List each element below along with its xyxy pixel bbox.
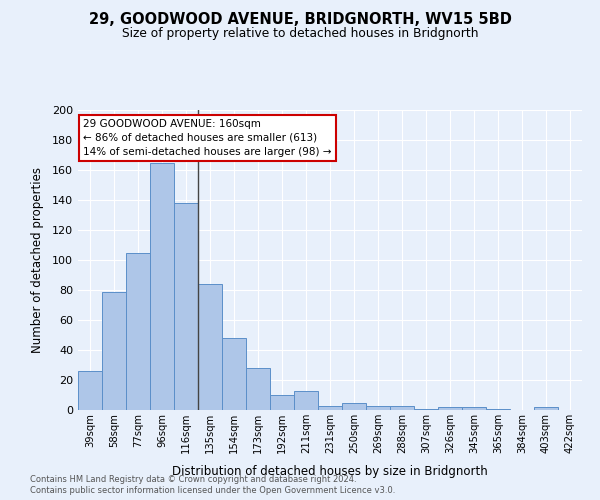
Text: 29, GOODWOOD AVENUE, BRIDGNORTH, WV15 5BD: 29, GOODWOOD AVENUE, BRIDGNORTH, WV15 5B… [89, 12, 511, 28]
Text: Contains public sector information licensed under the Open Government Licence v3: Contains public sector information licen… [30, 486, 395, 495]
Text: 29 GOODWOOD AVENUE: 160sqm
← 86% of detached houses are smaller (613)
14% of sem: 29 GOODWOOD AVENUE: 160sqm ← 86% of deta… [83, 119, 332, 157]
Bar [534, 407, 558, 410]
Bar [174, 203, 198, 410]
Bar [294, 390, 318, 410]
Bar [414, 408, 438, 410]
Bar [126, 252, 150, 410]
Bar [438, 407, 462, 410]
Bar [318, 406, 342, 410]
Bar [342, 402, 366, 410]
Bar [366, 406, 390, 410]
Bar [102, 292, 126, 410]
Text: Size of property relative to detached houses in Bridgnorth: Size of property relative to detached ho… [122, 28, 478, 40]
Bar [270, 395, 294, 410]
Bar [390, 406, 414, 410]
Bar [246, 368, 270, 410]
Text: Distribution of detached houses by size in Bridgnorth: Distribution of detached houses by size … [172, 465, 488, 478]
Bar [150, 162, 174, 410]
Text: Contains HM Land Registry data © Crown copyright and database right 2024.: Contains HM Land Registry data © Crown c… [30, 475, 356, 484]
Bar [462, 407, 486, 410]
Bar [222, 338, 246, 410]
Y-axis label: Number of detached properties: Number of detached properties [31, 167, 44, 353]
Bar [78, 371, 102, 410]
Bar [486, 408, 510, 410]
Bar [198, 284, 222, 410]
